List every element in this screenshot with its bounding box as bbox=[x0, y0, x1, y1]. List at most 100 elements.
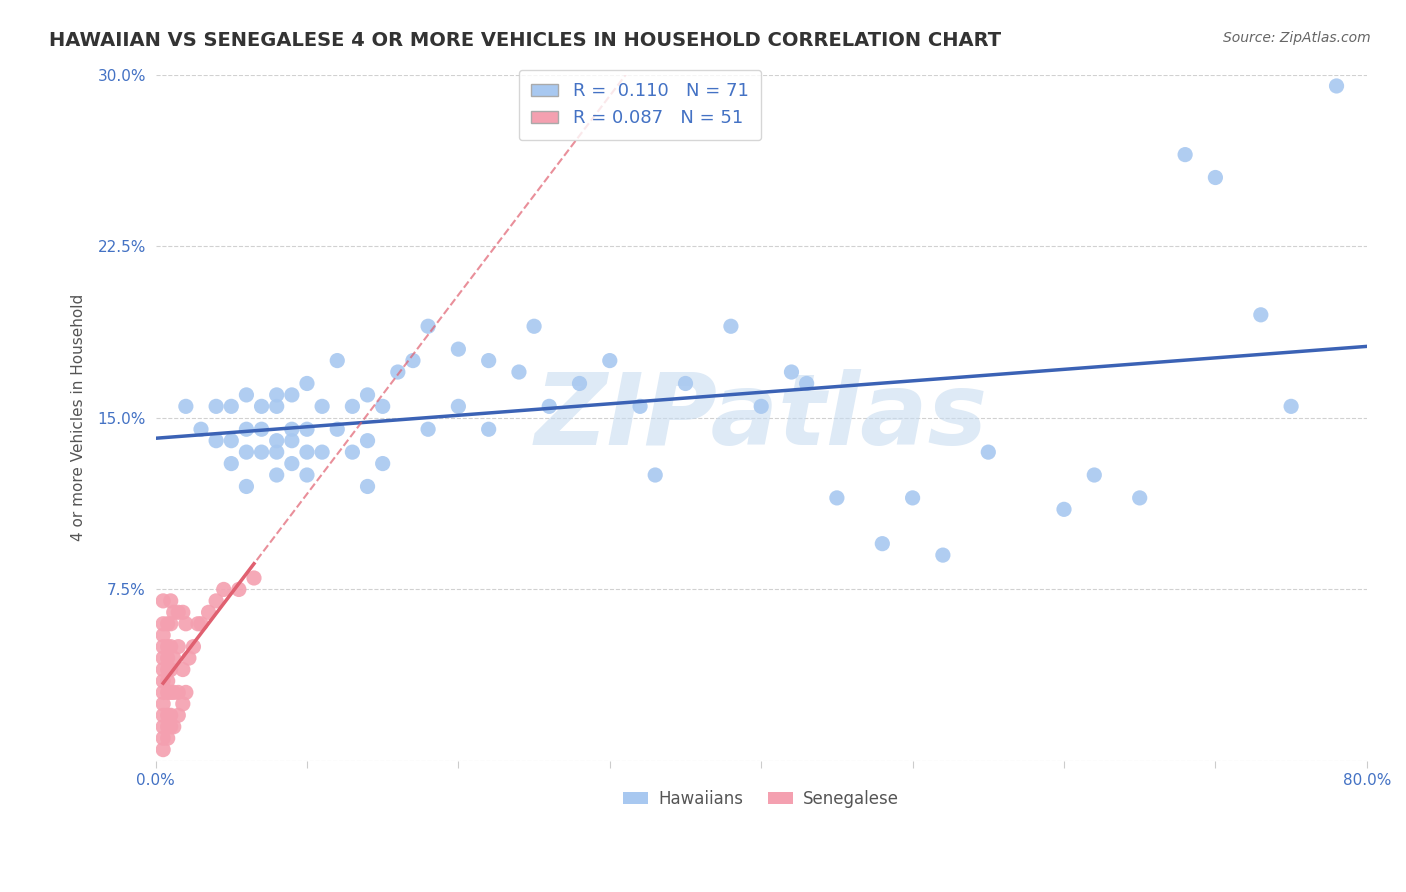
Point bbox=[152, 708, 174, 723]
Point bbox=[159, 640, 181, 654]
Point bbox=[281, 422, 304, 436]
Point bbox=[219, 400, 242, 414]
Point bbox=[205, 594, 228, 608]
Point bbox=[266, 400, 288, 414]
Point bbox=[159, 616, 181, 631]
Text: ZIPatlas: ZIPatlas bbox=[534, 369, 988, 467]
Point bbox=[1326, 78, 1348, 93]
Point bbox=[190, 616, 212, 631]
Point bbox=[311, 445, 333, 459]
Point bbox=[235, 388, 257, 402]
Point bbox=[235, 422, 257, 436]
Point bbox=[508, 365, 530, 379]
Point bbox=[205, 434, 228, 448]
Point bbox=[1053, 502, 1076, 516]
Point bbox=[1279, 400, 1302, 414]
Point bbox=[1204, 170, 1226, 185]
Point bbox=[163, 720, 186, 734]
Point bbox=[326, 422, 349, 436]
Point bbox=[183, 640, 205, 654]
Point bbox=[197, 605, 219, 619]
Point bbox=[235, 479, 257, 493]
Point bbox=[932, 548, 955, 562]
Point bbox=[1129, 491, 1152, 505]
Point bbox=[599, 353, 621, 368]
Point bbox=[796, 376, 818, 391]
Point bbox=[152, 616, 174, 631]
Point bbox=[243, 571, 266, 585]
Point bbox=[371, 457, 394, 471]
Point bbox=[371, 400, 394, 414]
Point bbox=[402, 353, 425, 368]
Point bbox=[205, 400, 228, 414]
Point bbox=[167, 708, 190, 723]
Point bbox=[152, 731, 174, 746]
Point bbox=[250, 400, 273, 414]
Point bbox=[212, 582, 235, 597]
Point bbox=[266, 388, 288, 402]
Y-axis label: 4 or more Vehicles in Household: 4 or more Vehicles in Household bbox=[72, 294, 86, 541]
Point bbox=[163, 651, 186, 665]
Point bbox=[152, 673, 174, 688]
Point bbox=[167, 685, 190, 699]
Point bbox=[281, 434, 304, 448]
Point bbox=[538, 400, 561, 414]
Point bbox=[172, 663, 194, 677]
Point bbox=[152, 685, 174, 699]
Point bbox=[156, 651, 179, 665]
Point bbox=[387, 365, 409, 379]
Point bbox=[780, 365, 803, 379]
Point bbox=[152, 742, 174, 756]
Point bbox=[159, 708, 181, 723]
Point bbox=[447, 342, 470, 356]
Point bbox=[190, 422, 212, 436]
Point bbox=[156, 720, 179, 734]
Point bbox=[152, 663, 174, 677]
Legend: Hawaiians, Senegalese: Hawaiians, Senegalese bbox=[616, 783, 905, 814]
Point bbox=[720, 319, 742, 334]
Point bbox=[174, 616, 197, 631]
Point bbox=[523, 319, 546, 334]
Point bbox=[174, 400, 197, 414]
Point bbox=[159, 594, 181, 608]
Point bbox=[172, 697, 194, 711]
Point bbox=[228, 582, 250, 597]
Point bbox=[628, 400, 651, 414]
Point bbox=[644, 468, 666, 483]
Point bbox=[977, 445, 1000, 459]
Point bbox=[295, 445, 318, 459]
Point bbox=[1250, 308, 1272, 322]
Point bbox=[281, 457, 304, 471]
Point bbox=[342, 445, 364, 459]
Point bbox=[675, 376, 697, 391]
Point bbox=[568, 376, 591, 391]
Point bbox=[825, 491, 848, 505]
Point bbox=[416, 319, 439, 334]
Point bbox=[152, 720, 174, 734]
Point bbox=[281, 388, 304, 402]
Point bbox=[235, 445, 257, 459]
Point bbox=[219, 434, 242, 448]
Point bbox=[295, 376, 318, 391]
Point bbox=[156, 663, 179, 677]
Point bbox=[152, 594, 174, 608]
Point bbox=[295, 422, 318, 436]
Point bbox=[447, 400, 470, 414]
Point bbox=[177, 651, 200, 665]
Point bbox=[159, 720, 181, 734]
Point bbox=[152, 640, 174, 654]
Point bbox=[174, 685, 197, 699]
Point bbox=[266, 434, 288, 448]
Point bbox=[159, 663, 181, 677]
Point bbox=[478, 353, 501, 368]
Point bbox=[159, 685, 181, 699]
Point bbox=[156, 673, 179, 688]
Point bbox=[356, 388, 378, 402]
Point bbox=[356, 434, 378, 448]
Text: HAWAIIAN VS SENEGALESE 4 OR MORE VEHICLES IN HOUSEHOLD CORRELATION CHART: HAWAIIAN VS SENEGALESE 4 OR MORE VEHICLE… bbox=[49, 31, 1001, 50]
Point bbox=[163, 605, 186, 619]
Point bbox=[219, 457, 242, 471]
Point bbox=[311, 400, 333, 414]
Point bbox=[156, 685, 179, 699]
Point bbox=[187, 616, 209, 631]
